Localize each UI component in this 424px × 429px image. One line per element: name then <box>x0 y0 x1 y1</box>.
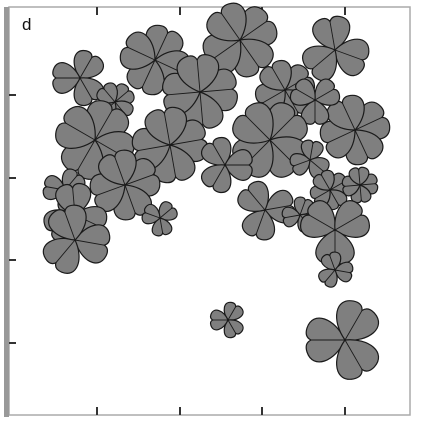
figure-panel: d <box>0 0 424 429</box>
panel-label: d <box>22 15 31 34</box>
left-border <box>4 7 9 417</box>
